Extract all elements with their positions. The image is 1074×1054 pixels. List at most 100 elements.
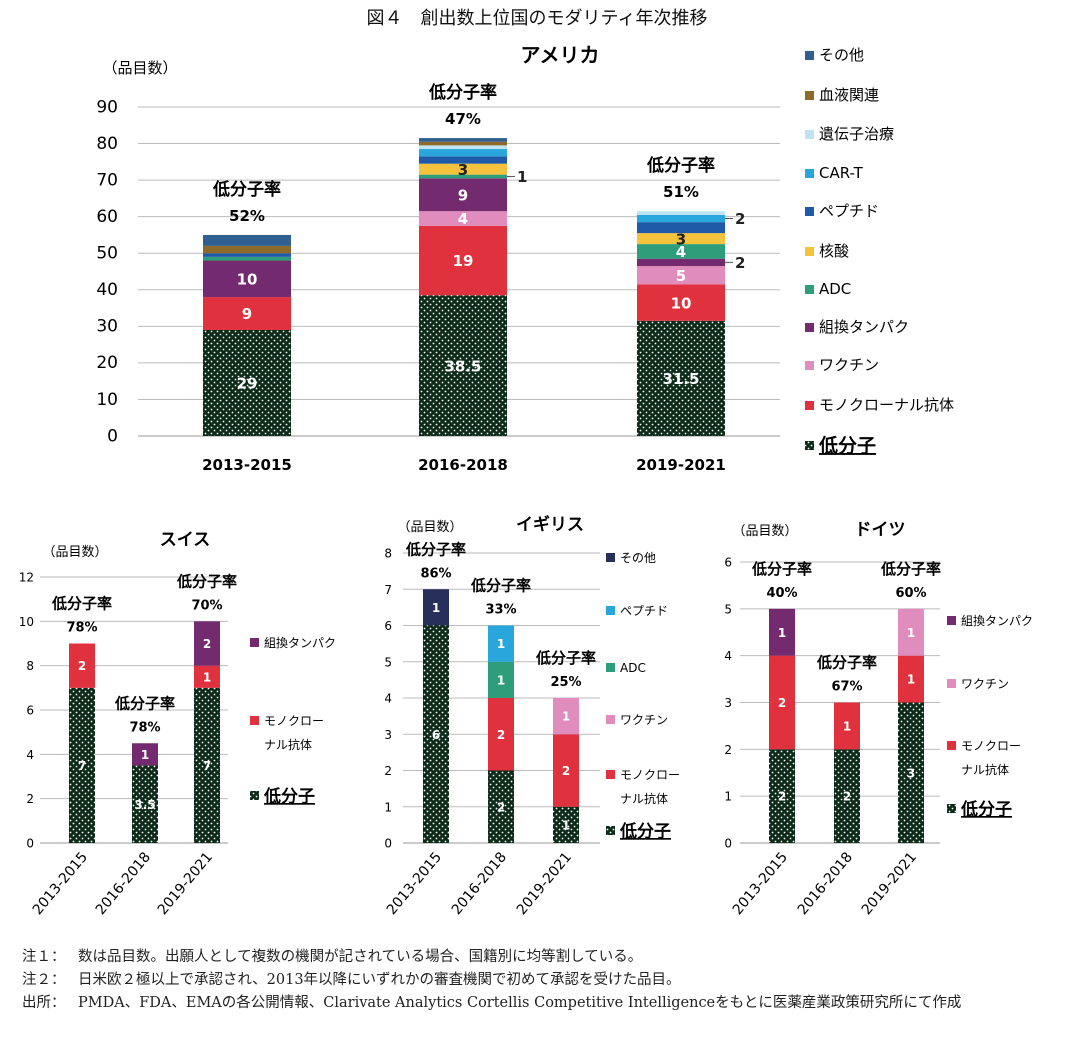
- legend-label: 遺伝子治療: [819, 125, 894, 143]
- bar-segment-mab: [898, 655, 924, 703]
- legend-swatch: [805, 323, 814, 332]
- legend-swatch: [805, 51, 814, 60]
- legend-item-small: 低分子: [250, 786, 315, 807]
- y-tick-label: 4: [26, 748, 34, 762]
- y-tick-label: 6: [724, 556, 732, 570]
- y-tick-label: 1: [384, 800, 392, 814]
- bar-segment-blood: [419, 141, 507, 146]
- legend-item-vaccine: ワクチン: [606, 713, 668, 727]
- data-label: 2: [778, 790, 786, 804]
- x-tick-label: 2019-2021: [859, 849, 920, 918]
- rate-label: 低分子率: [816, 654, 877, 672]
- legend-item-peptide: ペプチド: [606, 604, 668, 618]
- y-tick-label: 12: [19, 571, 34, 585]
- bar-segment-small: [203, 329, 291, 436]
- y-tick-label: 80: [96, 134, 118, 154]
- rate-label: 低分子率: [212, 179, 281, 200]
- y-tick-label: 40: [96, 280, 118, 300]
- y-tick-label: 6: [26, 704, 34, 718]
- rate-label: 低分子率: [880, 560, 941, 578]
- bar-segment-small: [132, 765, 158, 843]
- y-tick-label: 10: [19, 615, 34, 629]
- legend-swatch: [606, 553, 615, 562]
- data-label: 2: [843, 790, 851, 804]
- rate-value: 47%: [445, 110, 481, 128]
- bar-segment-recomb: [419, 178, 507, 212]
- y-tick-label: 10: [96, 390, 118, 410]
- bar-segment-small: [419, 295, 507, 436]
- bar-segment-adc: [419, 174, 507, 179]
- data-label: 1: [141, 748, 149, 762]
- bar-segment-peptide: [419, 156, 507, 164]
- legend-swatch: [805, 91, 814, 100]
- data-label: 1: [497, 637, 505, 651]
- legend-item-cart: CAR-T: [805, 164, 864, 182]
- bar-segment-other: [423, 589, 449, 626]
- chart-1: スイス（品目数）0246810127278%低分子率2013-20153.517…: [19, 530, 336, 918]
- legend-item-adc: ADC: [805, 280, 851, 298]
- legend-item-mab: モノクローナル抗体: [250, 714, 324, 752]
- y-tick-label: 1: [724, 790, 732, 804]
- data-label: 2: [497, 800, 505, 814]
- bar-segment-nucleic: [419, 163, 507, 175]
- bar-segment-other: [419, 138, 507, 142]
- legend-label: ワクチン: [819, 356, 879, 374]
- legend-swatch: [606, 826, 615, 835]
- legend-swatch: [250, 638, 259, 647]
- legend-label: 低分子: [818, 434, 876, 457]
- legend-label: モノクロー: [620, 768, 680, 782]
- y-axis-label: （品目数）: [397, 520, 462, 535]
- bar-segment-vaccine: [419, 211, 507, 226]
- source-note: 出所： PMDA、FDA、EMAの各公開情報、Clarivate Analytic…: [22, 992, 961, 1015]
- legend-item-mab: モノクローナル抗体: [606, 768, 680, 806]
- x-tick-label: 2016-2018: [418, 456, 508, 474]
- bar-segment-mab: [69, 643, 95, 688]
- legend-item-other: その他: [606, 551, 656, 565]
- x-tick-label: 2013-2015: [30, 849, 91, 918]
- legend-label: モノクローナル抗体: [819, 396, 954, 414]
- x-tick-label: 2013-2015: [202, 456, 292, 474]
- y-tick-label: 0: [384, 837, 392, 851]
- legend-item-blood: 血液関連: [805, 86, 879, 104]
- legend-swatch: [250, 791, 259, 800]
- legend-label: ADC: [620, 661, 646, 675]
- legend-item-peptide: ペプチド: [805, 202, 879, 220]
- legend-item-adc: ADC: [606, 661, 646, 675]
- data-label: 2: [735, 210, 745, 228]
- rate-label: 低分子率: [751, 560, 812, 578]
- bar-segment-peptide: [203, 253, 291, 257]
- x-tick-label: 2019-2021: [155, 849, 216, 918]
- legend-label: その他: [819, 46, 864, 64]
- rate-label: 低分子率: [51, 595, 112, 613]
- data-label: 4: [458, 210, 468, 228]
- chart-title: ドイツ: [855, 520, 906, 540]
- legend-label: モノクロー: [264, 714, 324, 728]
- chart-2: イギリス （品目数） 0 1 2 3 4 5 6 7 8 6 1 86% 低分子率 2013-2015 2 2 1 1…: [384, 515, 680, 918]
- legend-label: 低分子: [619, 821, 671, 842]
- figure-title: 図４ 創出数上位国のモダリティ年次推移: [366, 8, 708, 29]
- data-label: 31.5: [662, 370, 699, 388]
- bar-segment-small: [834, 749, 860, 843]
- data-label: 1: [562, 710, 570, 724]
- rate-value: 40%: [766, 586, 797, 601]
- legend-label: CAR-T: [819, 164, 864, 182]
- data-label: 2: [562, 764, 570, 778]
- legend-item-mab: モノクローナル抗体: [947, 739, 1021, 777]
- bar-segment-vaccine: [637, 266, 725, 285]
- bar-segment-gene: [637, 211, 725, 215]
- legend-item-gene: 遺伝子治療: [805, 125, 894, 143]
- data-label: 38.5: [444, 357, 481, 375]
- legend-swatch: [947, 804, 956, 813]
- bar-segment-small: [488, 770, 514, 843]
- data-label: 1: [843, 719, 851, 733]
- y-tick-label: 90: [96, 97, 118, 117]
- legend-item-other: その他: [805, 46, 864, 64]
- y-tick-label: 6: [384, 619, 392, 633]
- y-tick-label: 2: [384, 764, 392, 778]
- legend-swatch: [947, 616, 956, 625]
- bar-segment-mab: [419, 225, 507, 296]
- bar-segment-adc: [203, 256, 291, 261]
- rate-value: 70%: [191, 598, 222, 613]
- legend-swatch: [805, 361, 814, 370]
- legend-swatch: [805, 207, 814, 216]
